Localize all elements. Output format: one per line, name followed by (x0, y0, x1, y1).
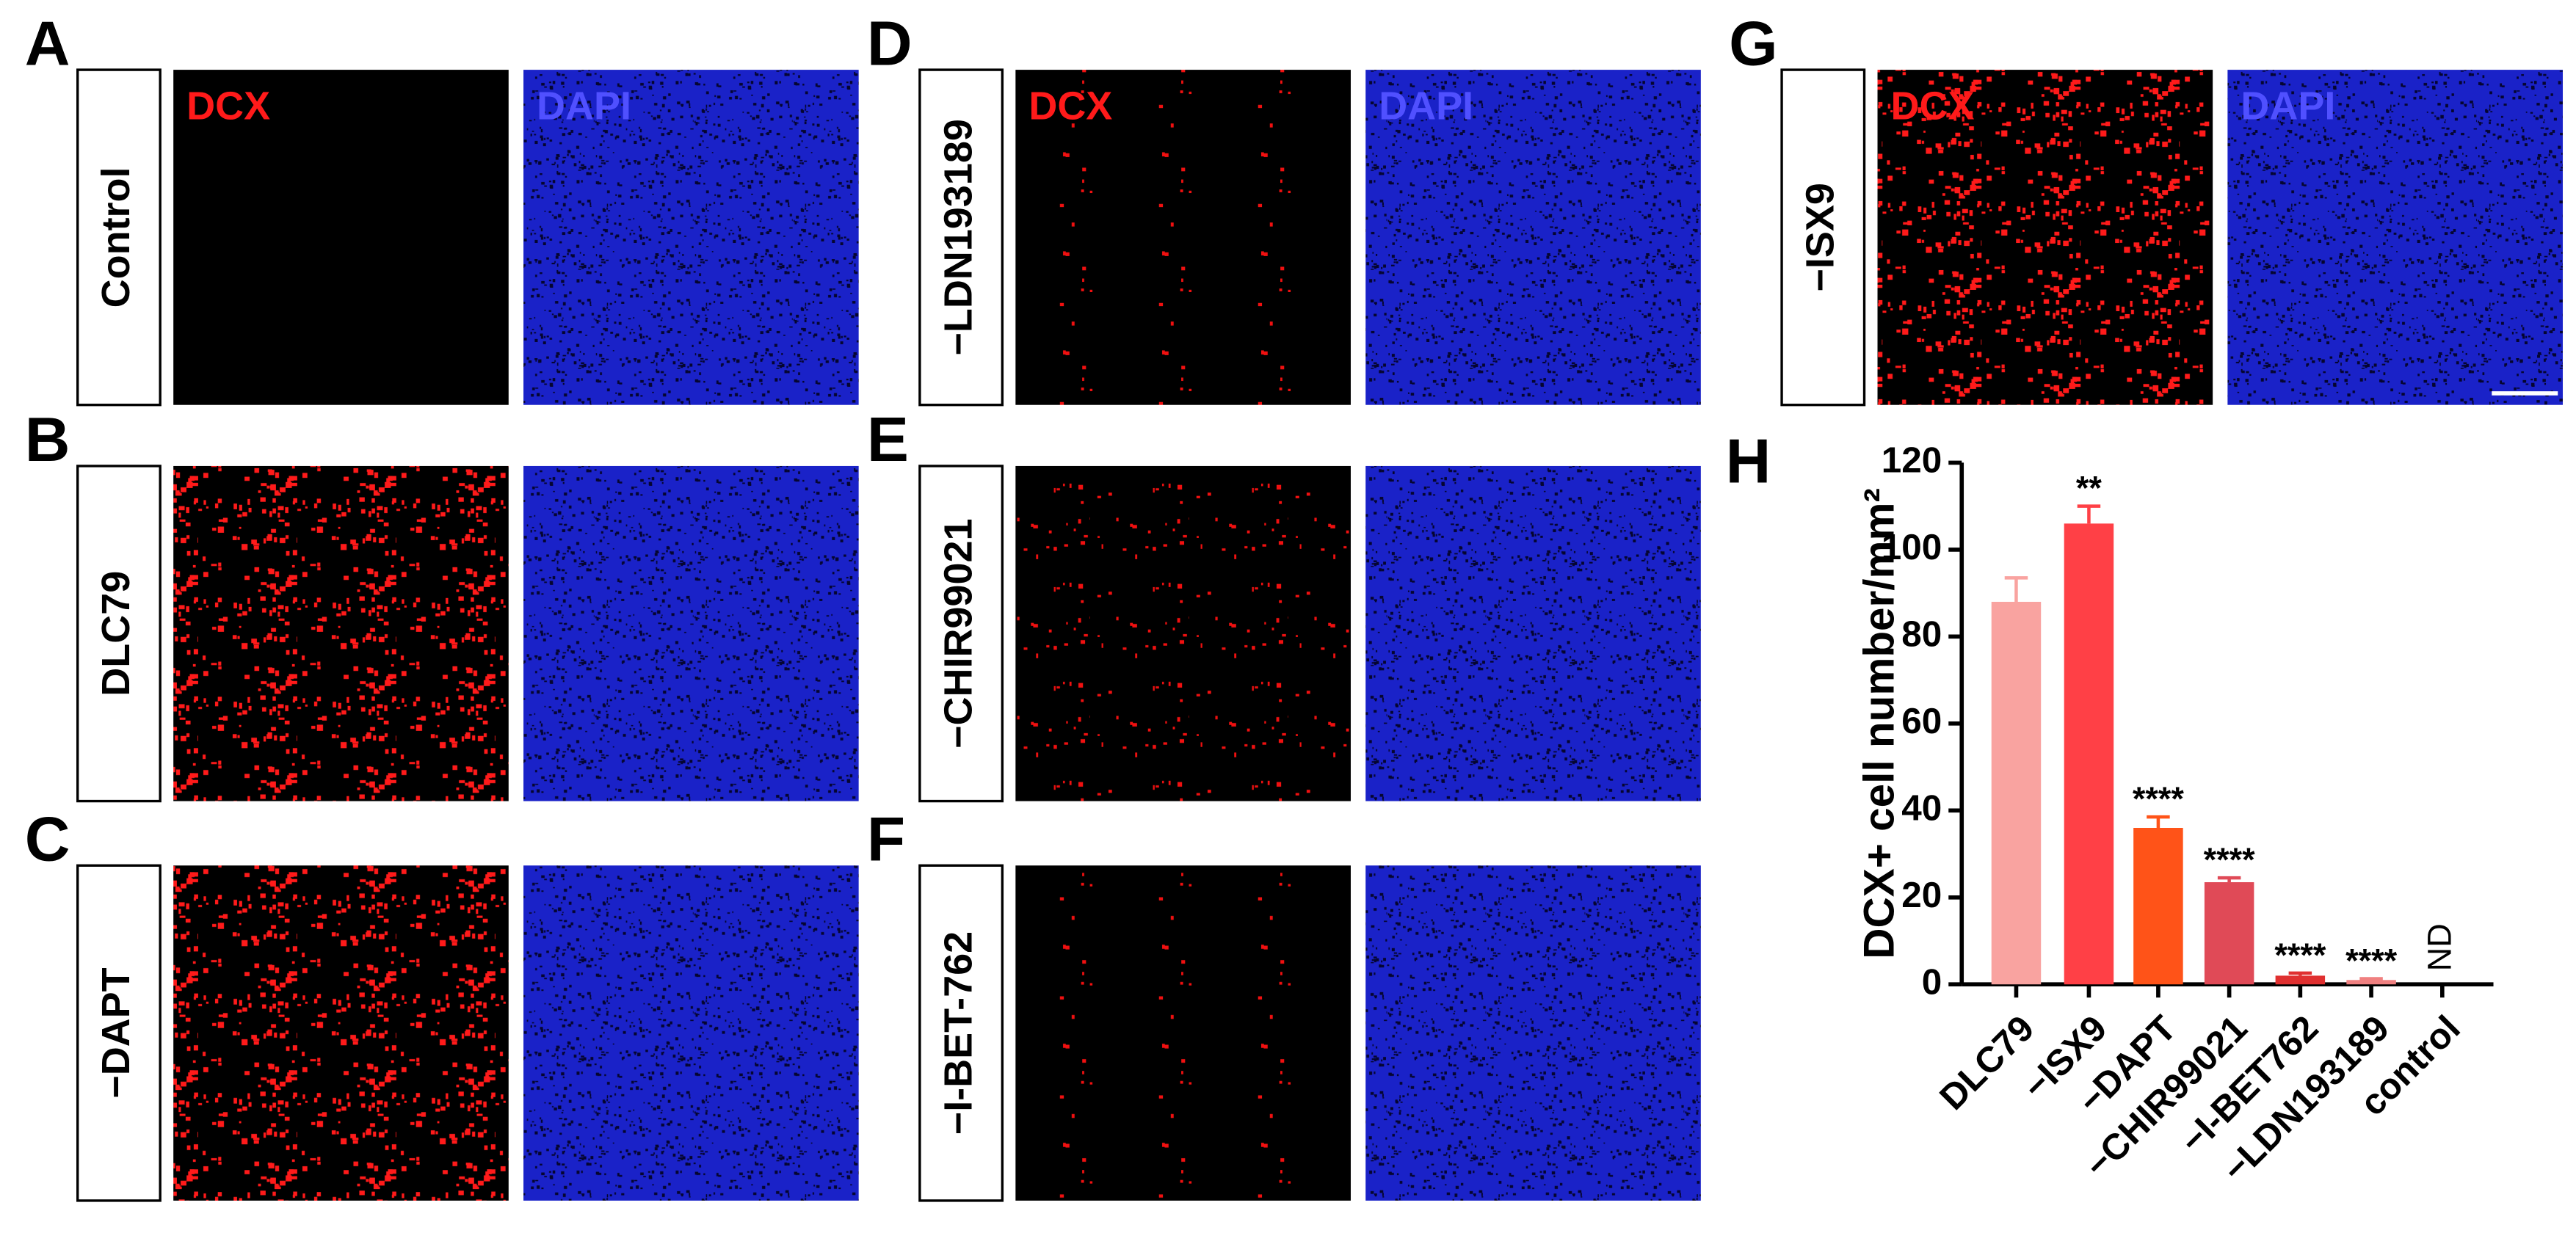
panel-letter: A (25, 9, 70, 79)
error-bar (2288, 971, 2312, 976)
y-tick-label: 40 (1901, 787, 1942, 828)
significance-label: **** (2133, 780, 2185, 818)
bar (1991, 601, 2042, 985)
error-bar (2004, 576, 2028, 602)
condition-box (1780, 68, 1866, 407)
x-tick-label: DLC79 (1932, 1008, 2042, 1118)
significance-label: **** (2345, 942, 2398, 980)
channel-label: DAPI (2241, 84, 2335, 128)
dapi-image (1365, 865, 1701, 1201)
y-tick-label: 80 (1901, 614, 1942, 654)
panel-letter: E (867, 405, 909, 475)
condition-box (918, 68, 1004, 407)
condition-label: −I-BET-762 (936, 931, 980, 1135)
bar (2204, 882, 2254, 985)
bar (2346, 980, 2396, 985)
panel-letter: G (1729, 9, 1777, 79)
channel-label: DAPI (537, 84, 631, 128)
dapi-image (523, 70, 859, 405)
channel-label: DCX (1891, 84, 1975, 128)
dcx-image (173, 465, 509, 801)
dcx-image (1015, 465, 1351, 801)
dapi-image (523, 465, 859, 801)
dcx-image (1015, 70, 1351, 405)
channel-label: DAPI (1379, 84, 1473, 128)
y-tick-label: 20 (1901, 875, 1942, 915)
condition-label: Control (94, 167, 138, 308)
significance-label: **** (2274, 936, 2326, 974)
significance-label: ** (2076, 470, 2102, 507)
dapi-image (523, 865, 859, 1201)
bar (2133, 827, 2183, 985)
y-tick-label: 0 (1922, 961, 1942, 1002)
y-axis-label: DCX+ cell number/mm² (1856, 488, 1904, 959)
dapi-image (1365, 465, 1701, 801)
dcx-image (173, 70, 509, 405)
condition-label: −DAPT (94, 967, 138, 1098)
condition-box (76, 68, 162, 407)
channel-label: DCX (1028, 84, 1112, 128)
panel-letter: F (867, 805, 905, 875)
panel-letter: C (25, 805, 70, 875)
significance-label: **** (2204, 841, 2256, 879)
condition-label: −LDN193189 (936, 119, 980, 356)
panel-letter: D (867, 9, 913, 79)
condition-label: −CHIR99021 (936, 518, 980, 749)
condition-label: −ISX9 (1799, 183, 1843, 292)
channel-label: DCX (186, 84, 270, 128)
bar (2275, 975, 2326, 985)
error-bar (2077, 504, 2101, 524)
condition-box (76, 465, 162, 803)
y-tick-label: 120 (1882, 440, 1942, 481)
dapi-image (1365, 70, 1701, 405)
condition-box (918, 864, 1004, 1202)
y-tick-label: 60 (1901, 701, 1942, 741)
condition-label: DLC79 (94, 571, 138, 696)
dcx-image (1877, 70, 2213, 405)
condition-box (918, 465, 1004, 803)
error-bar (2147, 815, 2170, 828)
bar (2064, 523, 2114, 985)
dapi-image (2227, 70, 2564, 405)
condition-box (76, 864, 162, 1202)
error-bar (2217, 876, 2241, 883)
panel-letter: B (25, 405, 70, 475)
panel-letter: H (1726, 426, 1771, 496)
error-bar (2359, 977, 2383, 981)
dcx-image (1015, 865, 1351, 1201)
y-tick-label: 100 (1882, 527, 1942, 567)
significance-label: ND (2421, 923, 2459, 971)
dcx-image (173, 865, 509, 1201)
